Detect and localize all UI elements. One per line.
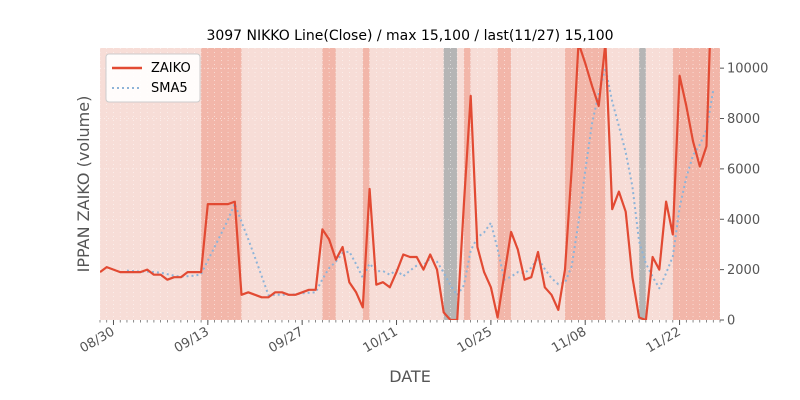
y-tick-label: 6000 — [727, 162, 760, 177]
grid — [99, 48, 721, 321]
x-tick-label: 10/11 — [361, 324, 401, 356]
x-axis-label: DATE — [389, 367, 431, 386]
band-dark — [672, 48, 720, 320]
band-dark — [362, 48, 370, 320]
band-dark — [463, 48, 471, 320]
y-tick-label: 10000 — [727, 62, 768, 77]
chart-title: 3097 NIKKO Line(Close) / max 15,100 / la… — [206, 28, 613, 44]
band-gray — [639, 48, 646, 320]
legend-zaiko-label: ZAIKO — [151, 61, 191, 76]
x-axis: 08/30 09/13 09/27 10/11 10/25 11/08 11/22 — [78, 320, 721, 356]
x-tick-label: 11/22 — [644, 324, 684, 356]
band-light — [457, 48, 464, 320]
y-axis-label: IPPAN ZAIKO (volume) — [74, 96, 93, 273]
legend: ZAIKO SMA5 — [105, 53, 201, 103]
x-tick-label: 08/30 — [78, 324, 118, 356]
x-tick-label: 10/25 — [455, 324, 495, 356]
y-tick-label: 2000 — [727, 263, 760, 278]
band-light — [369, 48, 444, 320]
legend-box — [105, 53, 201, 103]
series-layer — [100, 48, 715, 320]
y-axis: 0 2000 4000 6000 8000 10000 — [720, 62, 768, 329]
y-tick-label: 4000 — [727, 213, 760, 228]
y-tick-label: 8000 — [727, 112, 760, 127]
y-tick-label: 0 — [727, 314, 735, 329]
x-tick-label: 11/08 — [549, 324, 589, 356]
x-tick-label: 09/27 — [266, 324, 306, 356]
legend-sma5-label: SMA5 — [151, 81, 188, 96]
series-zaiko-line — [100, 48, 711, 320]
x-tick-label: 09/13 — [172, 324, 212, 356]
